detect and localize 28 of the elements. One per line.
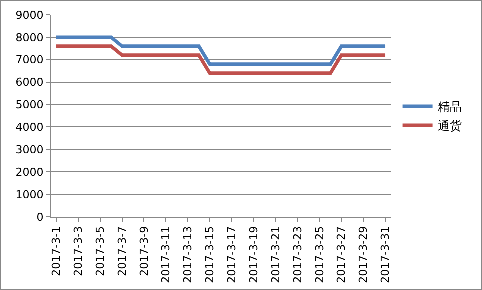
x-tick-label: 2017-3-29	[357, 226, 370, 284]
x-tick-label: 2017-3-19	[247, 226, 260, 284]
y-tick-label: 4000	[16, 121, 44, 134]
x-tick-label: 2017-3-9	[138, 226, 151, 276]
x-tick-label: 2017-3-7	[116, 226, 129, 276]
x-tick-label: 2017-3-15	[204, 226, 217, 284]
y-tick-label: 1000	[16, 188, 44, 202]
legend-label: 精品	[438, 100, 462, 114]
x-tick-label: 2017-3-17	[226, 226, 239, 284]
x-tick-label: 2017-3-31	[379, 226, 392, 284]
x-tick-label: 2017-3-21	[269, 226, 282, 284]
x-tick-label: 2017-3-11	[160, 226, 173, 284]
y-tick-label: 9000	[16, 8, 44, 22]
y-tick-label: 5000	[16, 98, 44, 112]
y-tick-label: 8000	[16, 31, 44, 44]
y-tick-label: 3000	[16, 144, 44, 157]
x-tick-label: 2017-3-13	[182, 226, 195, 284]
y-tick-label: 0	[36, 210, 44, 224]
x-tick-label: 2017-3-25	[313, 226, 326, 284]
legend-label: 通货	[438, 119, 462, 134]
x-tick-label: 2017-3-23	[291, 226, 304, 284]
x-tick-label: 2017-3-5	[94, 226, 107, 276]
x-tick-label: 2017-3-27	[335, 226, 348, 284]
x-tick-label: 2017-3-1	[50, 226, 64, 276]
x-tick-label: 2017-3-3	[72, 226, 85, 276]
y-tick-label: 2000	[16, 166, 44, 179]
y-tick-label: 6000	[16, 76, 44, 90]
y-tick-label: 7000	[16, 54, 44, 67]
